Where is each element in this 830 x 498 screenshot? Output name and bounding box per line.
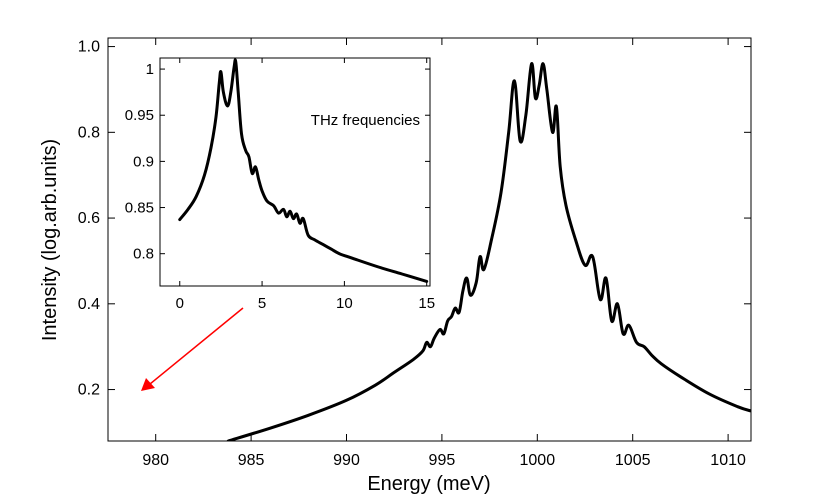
main-xtick-label: 1000	[520, 452, 556, 469]
x-axis-label: Energy (meV)	[367, 473, 490, 495]
main-xtick-label: 995	[429, 452, 456, 469]
inset-background	[160, 58, 430, 286]
inset-plot-frame	[159, 57, 431, 287]
inset-tick-labels: 0 5 10 15 0.8 0.85 0.9 0.95 1	[125, 61, 435, 312]
inset-ticks	[160, 58, 430, 286]
inset-ytick-label: 0.9	[133, 153, 154, 170]
main-ticks	[108, 38, 751, 441]
inset-annotation: THz frequencies	[311, 112, 420, 129]
inset-ytick-label: 0.95	[125, 107, 154, 124]
inset-series-line	[178, 58, 429, 283]
inset-xtick-label: 5	[258, 295, 266, 312]
inset-ytick-label: 1	[146, 61, 154, 78]
main-ytick-label: 0.4	[78, 296, 100, 313]
main-ytick-label: 1.0	[78, 39, 100, 56]
inset-ytick-label: 0.85	[125, 200, 154, 217]
main-plot-frame	[107, 37, 752, 442]
red-arrow-line	[149, 307, 244, 385]
red-arrow-head-icon	[141, 378, 155, 391]
inset-xtick-label: 15	[418, 295, 435, 312]
main-xtick-label: 980	[142, 452, 169, 469]
main-xtick-label: 1005	[615, 452, 651, 469]
inset-xtick-label: 0	[176, 295, 184, 312]
main-xtick-label: 985	[238, 452, 265, 469]
inset-xtick-label: 10	[336, 295, 353, 312]
main-xtick-label: 1010	[710, 452, 746, 469]
main-ytick-label: 0.2	[78, 382, 100, 399]
y-axis-label: Intensity (log.arb.units)	[39, 139, 61, 341]
main-ytick-label: 0.6	[78, 210, 100, 227]
main-xtick-label: 990	[333, 452, 360, 469]
main-series-line	[226, 62, 751, 441]
main-ytick-label: 0.8	[78, 124, 100, 141]
inset-ytick-label: 0.8	[133, 246, 154, 263]
